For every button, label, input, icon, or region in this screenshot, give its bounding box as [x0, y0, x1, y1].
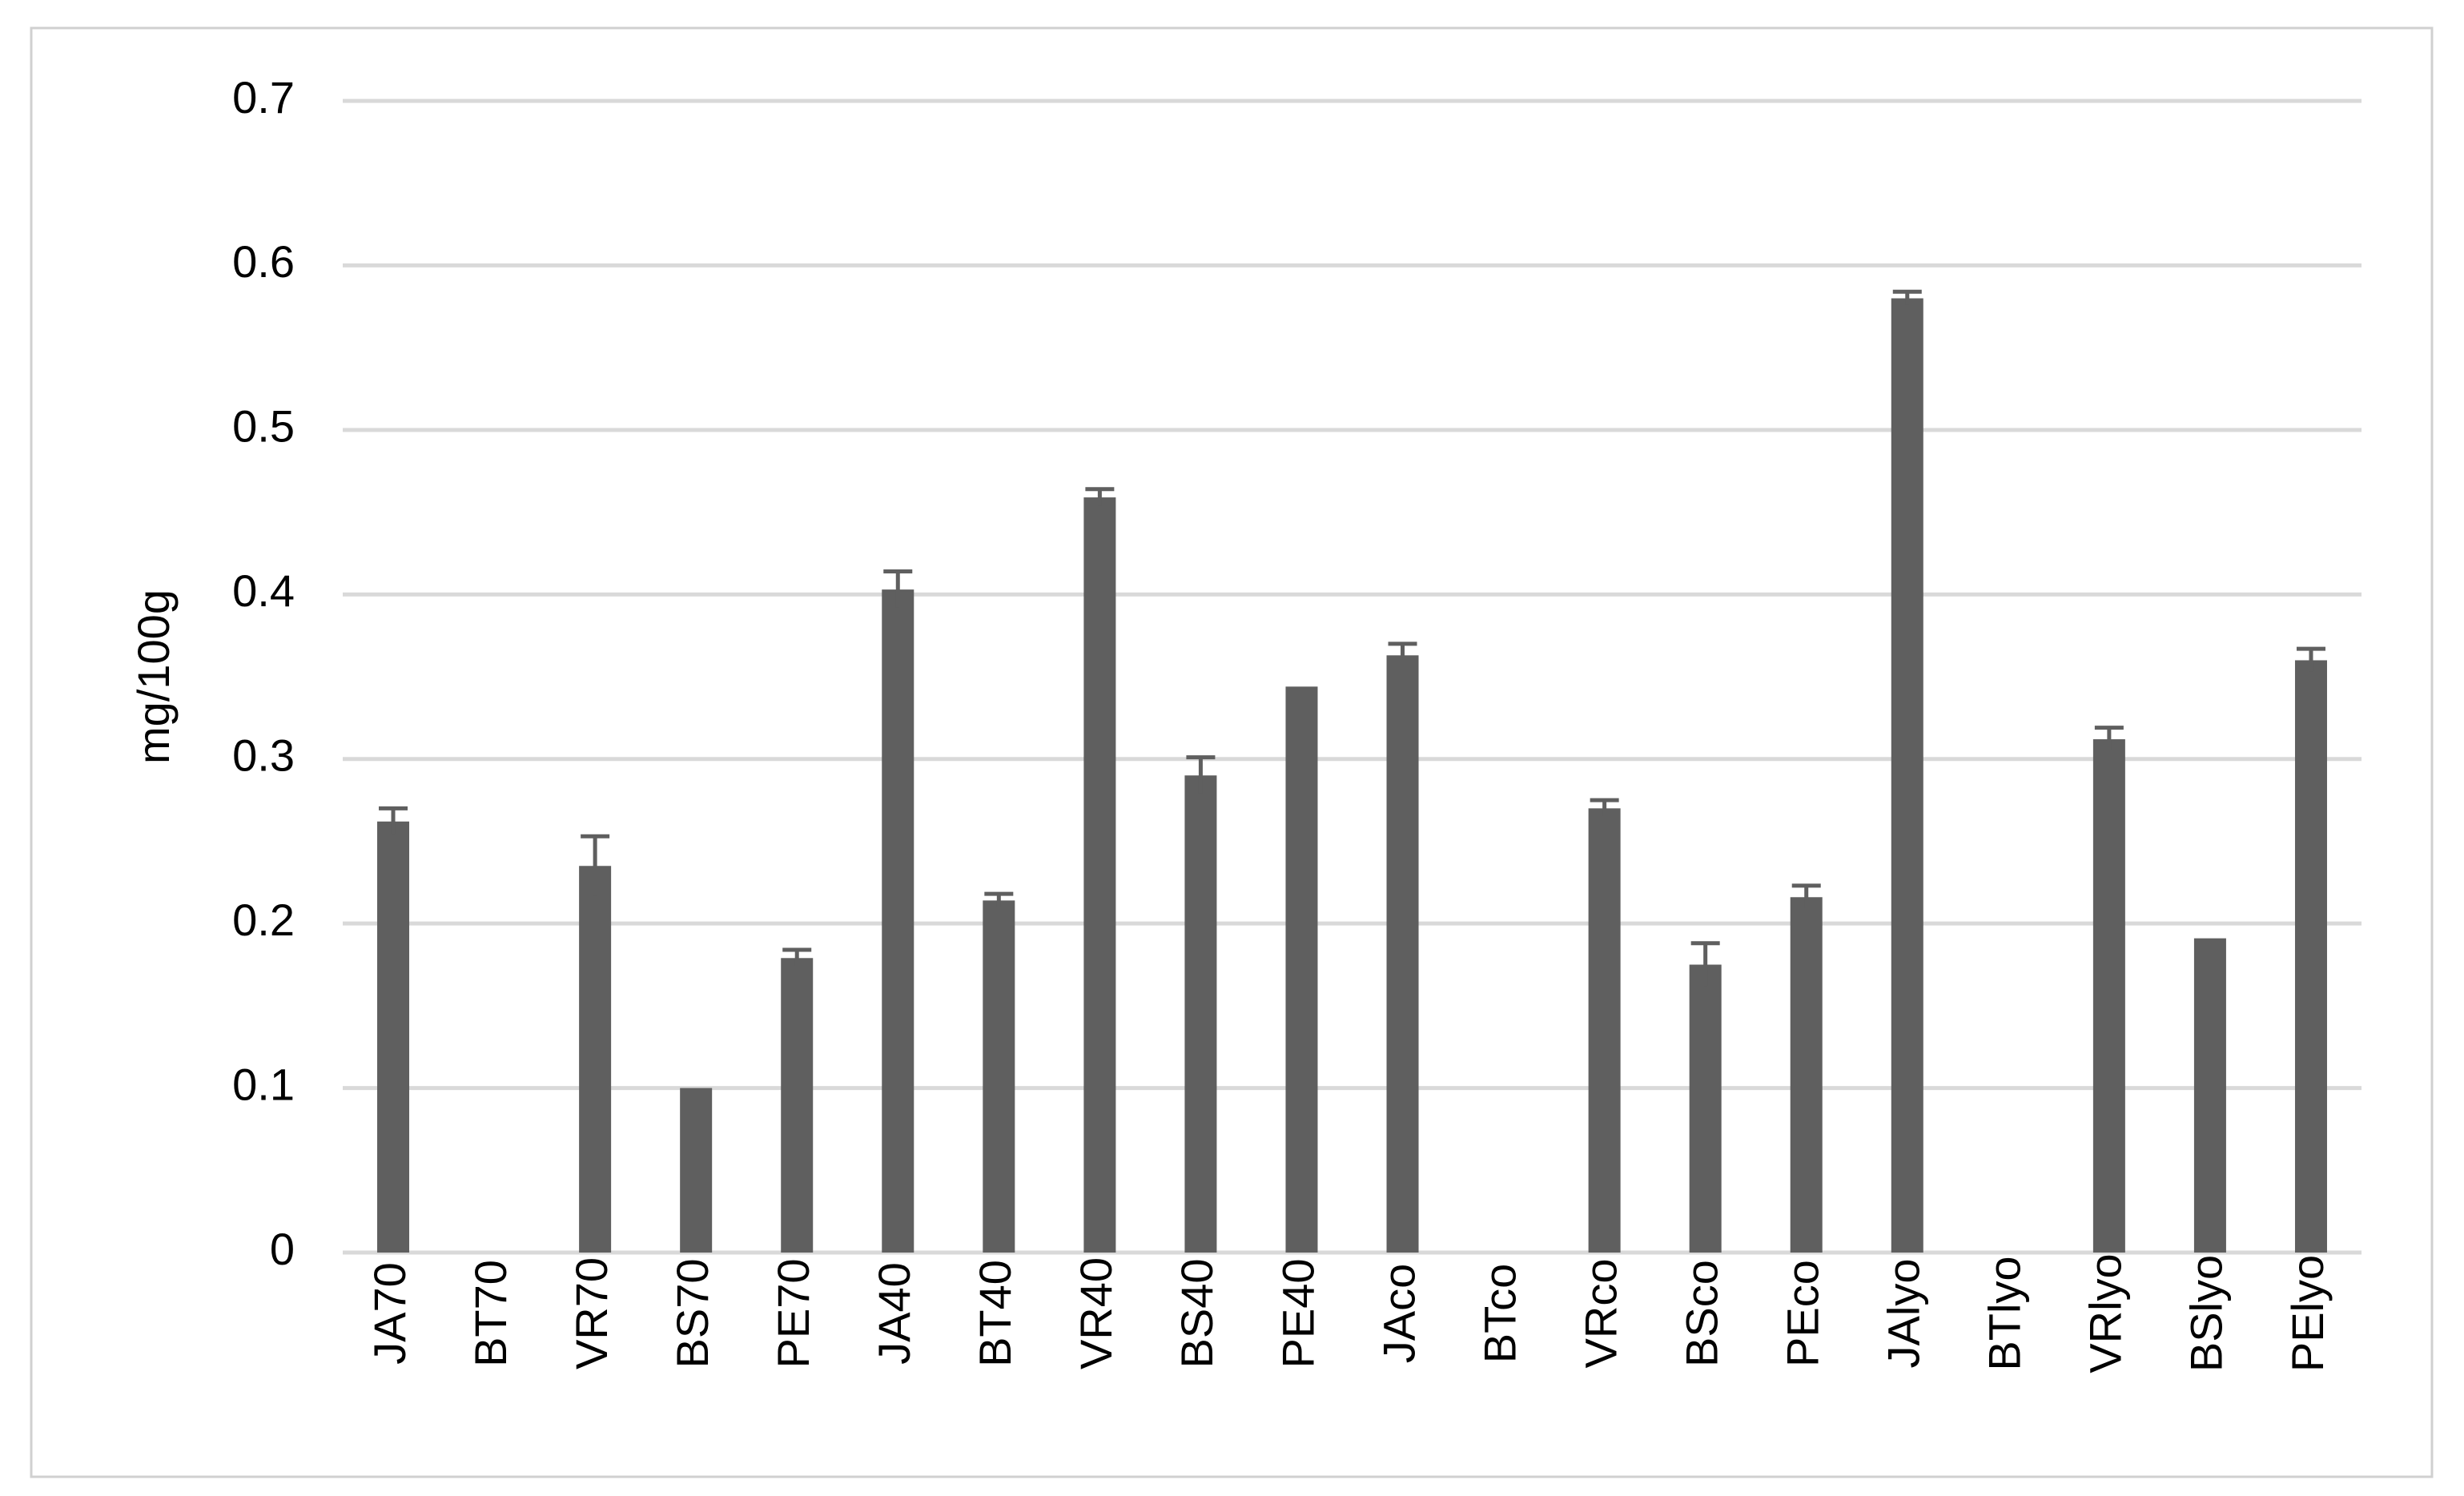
- x-tick-label: BTco: [1474, 1264, 1525, 1364]
- error-bar: [984, 891, 1014, 907]
- y-axis-label: mg/100g: [128, 589, 179, 764]
- y-tick-label: 0.4: [232, 565, 295, 616]
- x-tick-label: VRco: [1575, 1259, 1626, 1369]
- x-tick-label: PElyo: [2282, 1255, 2333, 1372]
- bar: [1588, 808, 1621, 1253]
- y-tick-label: 0.3: [232, 730, 295, 781]
- bar: [680, 1088, 713, 1253]
- x-tick-label: BSlyo: [2181, 1255, 2232, 1372]
- error-bar: [2094, 726, 2124, 751]
- bar: [1891, 298, 1923, 1253]
- error-bar: [1690, 941, 1720, 987]
- error-bar: [1186, 755, 1216, 794]
- bar: [2092, 739, 2125, 1253]
- error-bar: [1791, 883, 1821, 909]
- x-tick-label: JA40: [869, 1262, 919, 1365]
- x-tick-label: PE70: [768, 1259, 818, 1369]
- bar: [1790, 897, 1823, 1253]
- bar: [1184, 775, 1217, 1253]
- error-bar: [782, 947, 812, 967]
- x-tick-label: PEco: [1778, 1260, 1828, 1367]
- x-tick-label: BT70: [465, 1260, 516, 1367]
- bar: [882, 589, 914, 1253]
- y-tick-label: 0.5: [232, 401, 295, 452]
- error-bar: [379, 806, 408, 835]
- x-tick-label: VRlyo: [2080, 1253, 2131, 1373]
- bar: [1285, 686, 1318, 1253]
- x-tick-label: BT40: [970, 1260, 1020, 1367]
- x-tick-label: VR40: [1071, 1257, 1121, 1369]
- x-tick-label: PE40: [1272, 1259, 1323, 1369]
- x-tick-label: JAco: [1373, 1264, 1424, 1364]
- error-bar: [1085, 487, 1115, 506]
- y-tick-label: 0: [270, 1224, 295, 1274]
- bar: [983, 900, 1015, 1253]
- error-bar: [1388, 641, 1417, 667]
- bar: [2193, 938, 2226, 1253]
- x-tick-label: JA70: [364, 1262, 415, 1365]
- x-tick-label: BTlyo: [1980, 1256, 2030, 1370]
- bar: [1689, 964, 1722, 1253]
- y-tick-label: 0.2: [232, 895, 295, 945]
- y-tick-label: 0.1: [232, 1059, 295, 1109]
- x-tick-label: BS70: [667, 1259, 717, 1369]
- x-tick-label: BSco: [1676, 1260, 1726, 1367]
- error-bar: [1892, 289, 1922, 305]
- bar: [1386, 655, 1419, 1253]
- error-bar: [883, 569, 913, 608]
- error-bar: [2296, 646, 2325, 672]
- x-tick-label: VR70: [566, 1257, 617, 1369]
- chart-frame: [30, 26, 2434, 1478]
- error-bar: [581, 834, 610, 896]
- bar: [579, 866, 612, 1253]
- bar: [1083, 497, 1116, 1253]
- bar: [377, 821, 410, 1253]
- x-tick-label: JAlyo: [1879, 1259, 1929, 1369]
- x-tick-label: BS40: [1172, 1259, 1222, 1369]
- bar: [781, 958, 814, 1253]
- y-tick-label: 0.7: [232, 72, 295, 123]
- bar: [2294, 660, 2327, 1253]
- y-tick-label: 0.6: [232, 236, 295, 287]
- error-bar: [1590, 798, 1619, 817]
